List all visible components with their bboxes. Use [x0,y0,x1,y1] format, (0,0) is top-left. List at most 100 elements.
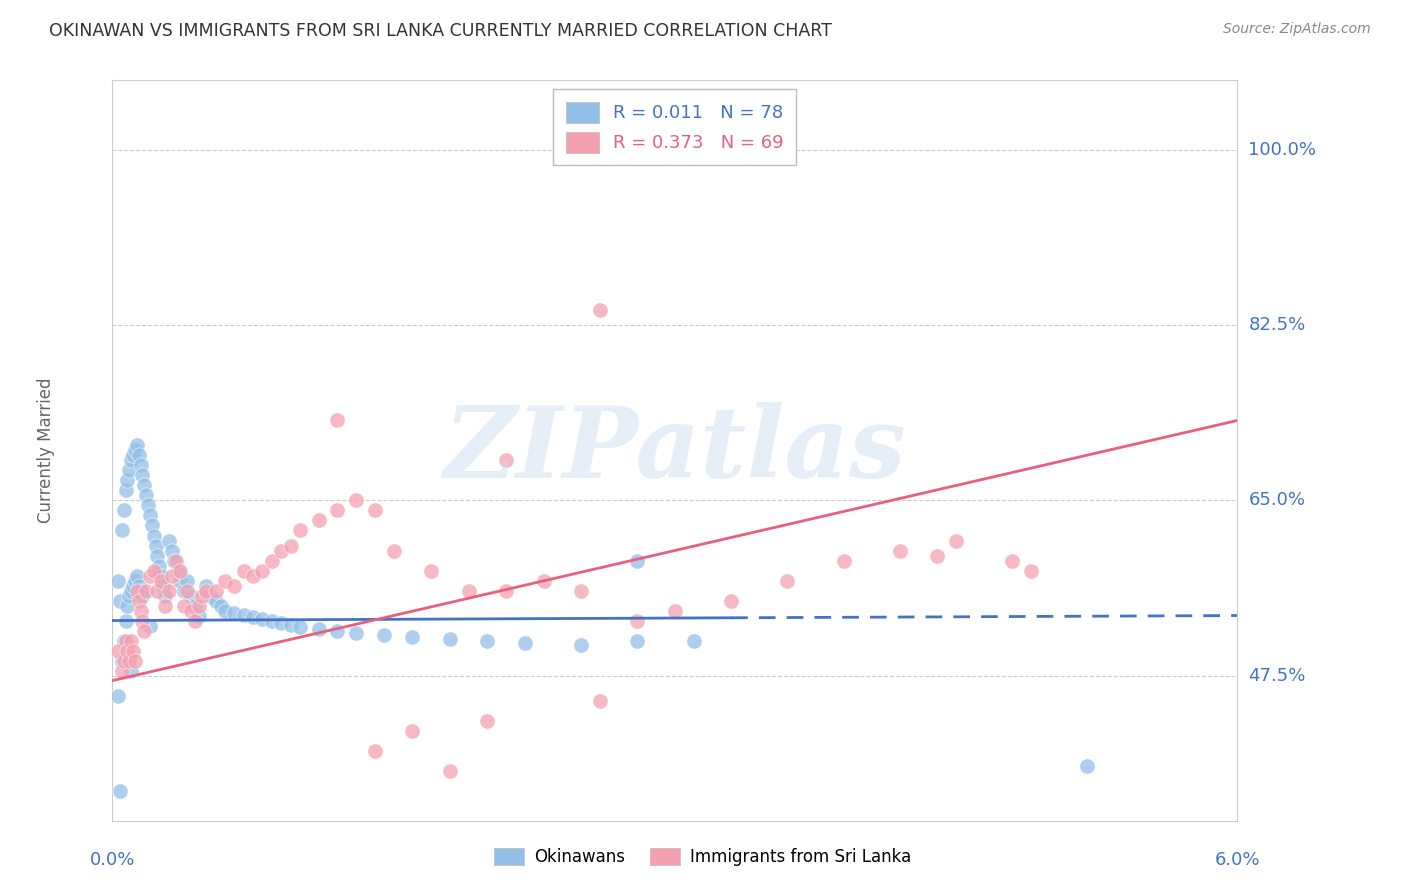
Point [242,609,264,624]
Point [114,614,136,628]
Point [1019,564,1042,578]
Point [195,578,218,592]
Point [129,458,152,473]
Point [664,603,686,617]
Text: 47.5%: 47.5% [1249,666,1306,684]
Point [209,599,232,613]
Point [146,549,169,563]
Text: 82.5%: 82.5% [1249,317,1306,334]
Point [129,583,152,598]
Point [513,635,536,649]
Point [111,664,134,678]
Point [124,574,146,588]
Point [198,589,221,603]
Point [120,633,142,648]
Point [533,574,555,588]
Point [204,583,226,598]
Point [169,574,191,588]
Point [1001,553,1024,567]
Point [124,443,146,458]
Point [117,599,139,613]
Point [112,633,135,648]
Point [184,614,207,628]
Point [889,543,911,558]
Point [288,524,311,538]
Point [326,503,349,517]
Point [180,589,202,603]
Point [139,508,162,523]
Point [120,453,142,467]
Point [382,543,405,558]
Point [401,723,423,738]
Point [626,633,648,648]
Point [125,583,148,598]
Point [120,583,142,598]
Point [589,693,612,707]
Point [187,599,209,613]
Text: Source: ZipAtlas.com: Source: ZipAtlas.com [1223,22,1371,37]
Point [107,643,129,657]
Point [288,619,311,633]
Point [162,543,184,558]
Point [720,593,742,607]
Point [280,617,302,632]
Point [326,413,349,427]
Point [145,539,167,553]
Point [187,608,209,623]
Point [108,783,131,797]
Point [373,627,395,641]
Point [165,553,187,567]
Point [169,564,191,578]
Point [260,553,283,567]
Point [114,483,136,498]
Point [139,568,162,582]
Point [142,528,165,542]
Point [270,543,292,558]
Point [139,618,162,632]
Point [308,514,330,528]
Point [776,574,799,588]
Point [112,654,135,668]
Point [117,643,139,657]
Point [180,603,202,617]
Point [173,599,195,613]
Point [114,633,136,648]
Point [112,503,135,517]
Point [477,633,499,648]
Point [163,553,186,567]
Point [344,493,367,508]
Point [120,664,142,678]
Point [107,689,129,703]
Point [344,625,367,640]
Point [626,553,648,567]
Point [111,524,134,538]
Text: OKINAWAN VS IMMIGRANTS FROM SRI LANKA CURRENTLY MARRIED CORRELATION CHART: OKINAWAN VS IMMIGRANTS FROM SRI LANKA CU… [49,22,832,40]
Point [152,578,174,592]
Point [626,614,648,628]
Point [157,583,180,598]
Point [214,603,236,617]
Point [117,474,139,488]
Point [124,654,146,668]
Point [134,624,156,638]
Legend: R = 0.011   N = 78, R = 0.373   N = 69: R = 0.011 N = 78, R = 0.373 N = 69 [554,89,796,165]
Point [107,574,129,588]
Text: 100.0%: 100.0% [1249,141,1316,160]
Point [832,553,855,567]
Point [134,478,156,492]
Point [125,568,148,582]
Text: 0.0%: 0.0% [90,851,135,869]
Point [118,463,141,477]
Point [125,438,148,452]
Point [270,615,292,630]
Point [173,583,195,598]
Point [153,589,176,603]
Point [495,583,517,598]
Point [118,654,141,668]
Point [148,558,170,573]
Point [682,633,704,648]
Point [131,468,153,483]
Point [927,549,949,563]
Point [589,303,612,318]
Point [569,583,592,598]
